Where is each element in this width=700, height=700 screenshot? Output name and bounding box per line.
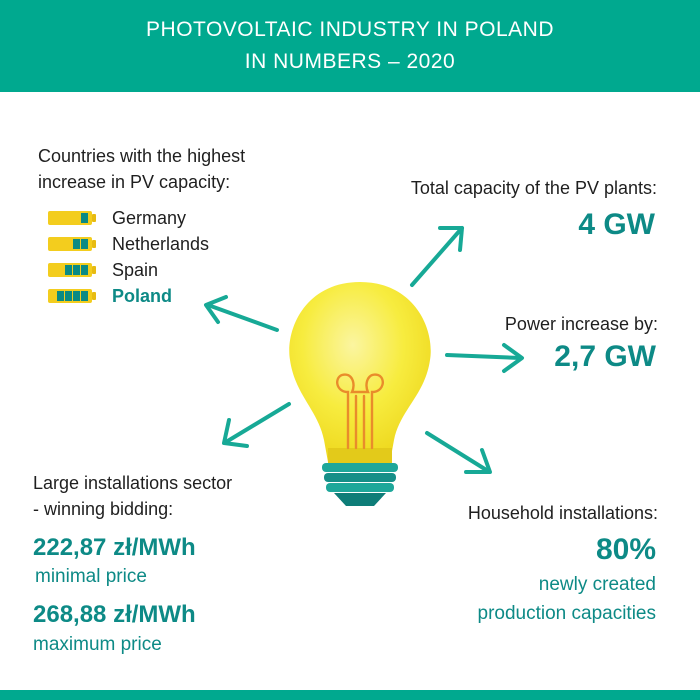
battery-cell: [73, 239, 80, 249]
large-installations-heading-line1: Large installations sector: [33, 473, 233, 493]
total-capacity-value: 4 GW: [578, 208, 655, 241]
battery-icon: [48, 289, 98, 303]
large-installations-heading-line2: - winning bidding:: [33, 499, 174, 519]
battery-cell: [65, 291, 72, 301]
arrow-icon: [425, 431, 492, 474]
min-price-value: 222,87 zł/MWh: [33, 534, 196, 561]
battery-cell: [57, 291, 64, 301]
country-item: Netherlands: [48, 231, 209, 257]
countries-heading-line1: Countries with the highest: [38, 146, 246, 166]
battery-cell: [65, 265, 72, 275]
power-increase-label: Power increase by:: [504, 314, 658, 334]
header-banner: PHOTOVOLTAIC INDUSTRY IN POLAND IN NUMBE…: [0, 0, 700, 92]
countries-heading-line2: increase in PV capacity:: [38, 172, 231, 192]
country-name: Netherlands: [112, 233, 210, 254]
country-item: Spain: [48, 257, 209, 283]
household-desc-line2: production capacities: [477, 603, 657, 624]
country-name: Germany: [112, 207, 187, 228]
max-price-label: maximum price: [33, 634, 162, 655]
country-item: Germany: [48, 205, 209, 231]
country-name: Poland: [112, 285, 173, 306]
battery-cell: [81, 239, 88, 249]
header-title-line1: PHOTOVOLTAIC INDUSTRY IN POLAND: [146, 18, 554, 41]
country-list: Germany Netherlands Spain Poland: [48, 205, 209, 309]
max-price-value: 268,88 zł/MWh: [33, 601, 196, 628]
battery-cell: [73, 291, 80, 301]
power-increase-value: 2,7 GW: [554, 340, 656, 373]
arrow-icon: [445, 343, 524, 373]
battery-cell: [73, 265, 80, 275]
arrow-icon: [222, 402, 291, 448]
total-capacity-label: Total capacity of the PV plants:: [410, 178, 657, 198]
household-label: Household installations:: [467, 503, 658, 523]
battery-icon: [48, 237, 98, 251]
battery-cell: [81, 291, 88, 301]
battery-icon: [48, 211, 98, 225]
header-title-line2: IN NUMBERS – 2020: [244, 50, 456, 73]
battery-icon: [48, 263, 98, 277]
household-value: 80%: [595, 533, 656, 566]
country-item: Poland: [48, 283, 209, 309]
light-bulb-icon: [289, 282, 431, 506]
large-installations-heading: Large installations sector - winning bid…: [33, 470, 232, 522]
country-name: Spain: [112, 259, 159, 280]
arrow-icon: [410, 226, 464, 287]
countries-heading: Countries with the highest increase in P…: [38, 143, 245, 195]
battery-cell: [81, 213, 88, 223]
min-price-label: minimal price: [35, 566, 147, 587]
battery-cell: [81, 265, 88, 275]
household-desc-line1: newly created: [538, 574, 656, 595]
footer-bar: [0, 690, 700, 700]
arrow-icon: [204, 295, 279, 332]
